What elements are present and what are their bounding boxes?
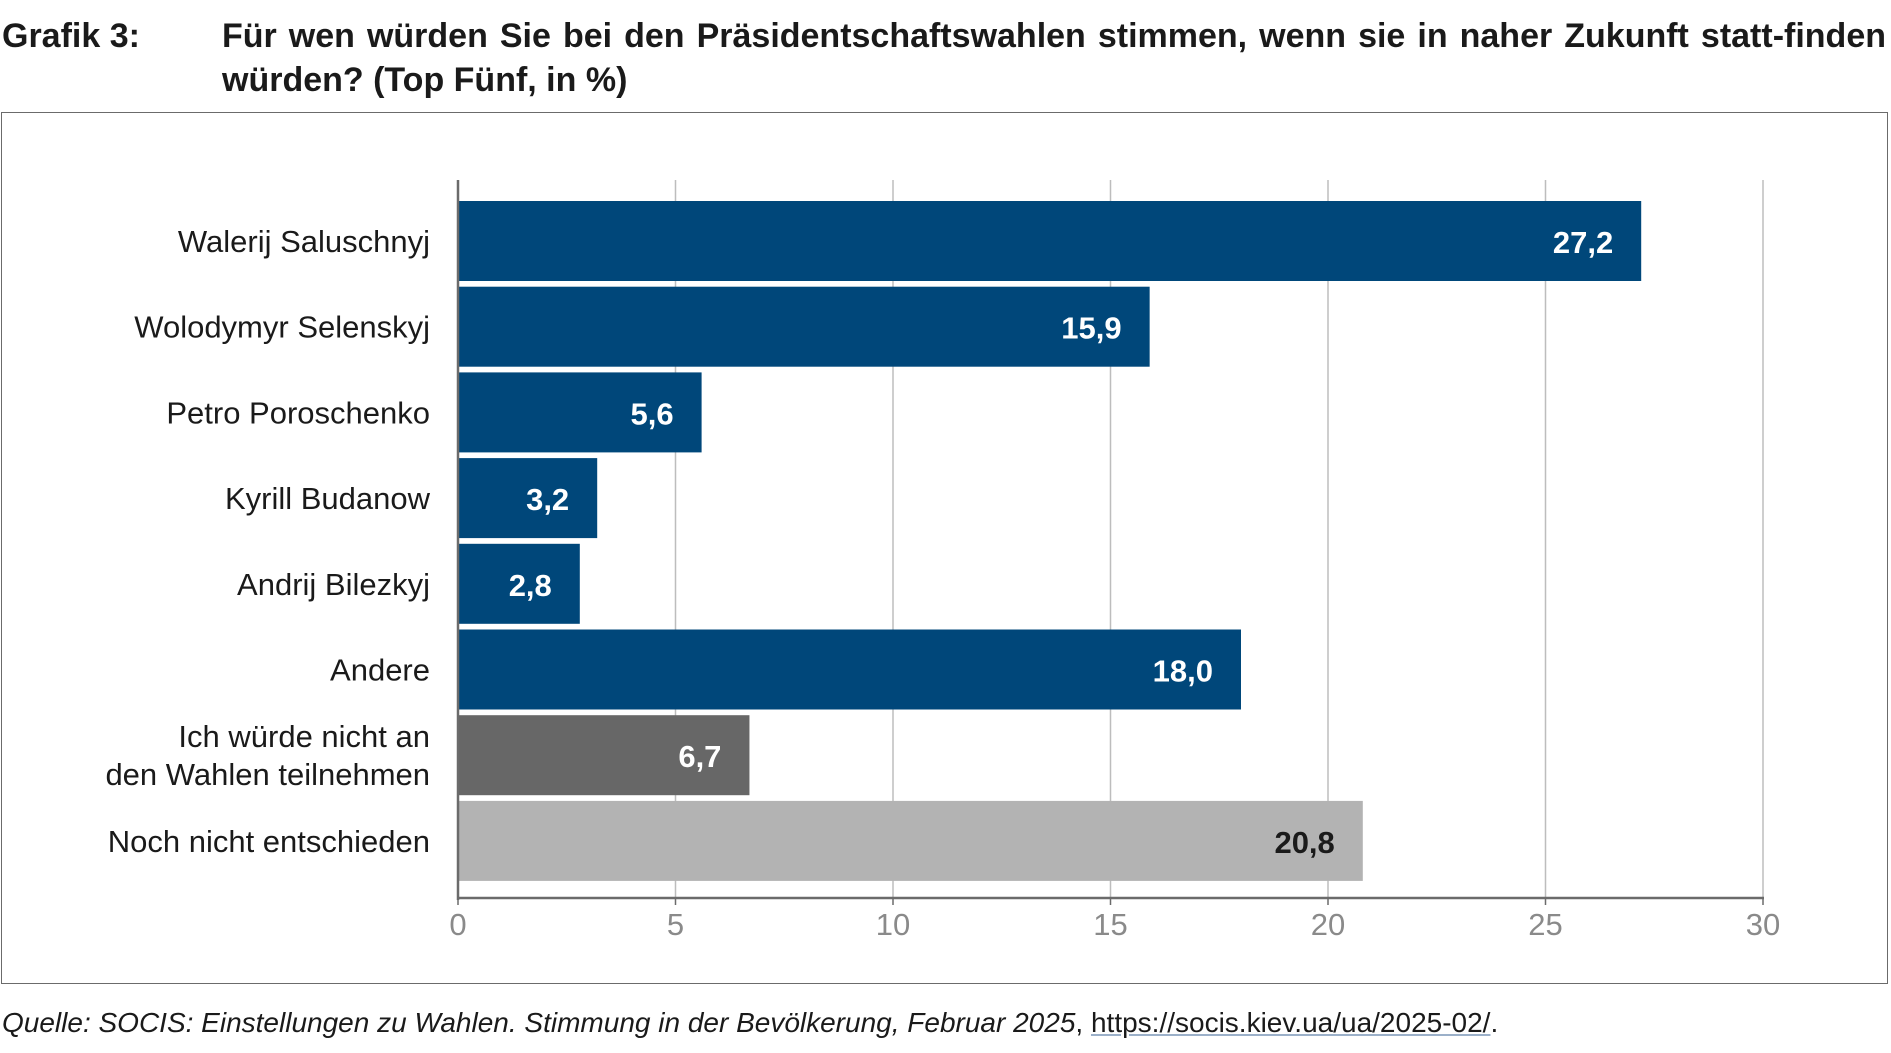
source-end: . xyxy=(1490,1007,1499,1038)
bar xyxy=(458,800,1363,881)
bar-value-label: 2,8 xyxy=(509,568,552,603)
bar xyxy=(458,458,598,539)
x-tick-label: 5 xyxy=(667,907,684,942)
x-tick-label: 30 xyxy=(1746,907,1780,942)
bar xyxy=(458,286,1150,367)
figure-header: Grafik 3: Für wen würden Sie bei den Prä… xyxy=(0,8,1891,104)
bar-value-label: 27,2 xyxy=(1553,225,1613,260)
source-note: Quelle: SOCIS: Einstellungen zu Wahlen. … xyxy=(2,1004,1498,1042)
bar-value-label: 3,2 xyxy=(526,482,569,517)
bar-value-label: 5,6 xyxy=(630,396,673,431)
category-label: Wolodymyr Selenskyj xyxy=(134,310,430,345)
figure-number: Grafik 3: xyxy=(2,17,140,55)
bar xyxy=(458,372,702,453)
x-tick-label: 15 xyxy=(1093,907,1127,942)
source-citation: Quelle: SOCIS: Einstellungen zu Wahlen. … xyxy=(2,1007,1076,1038)
bar-value-label: 20,8 xyxy=(1274,825,1334,860)
category-label: Kyrill Budanow xyxy=(225,481,431,516)
bar xyxy=(458,629,1241,710)
category-label: Noch nicht entschieden xyxy=(108,824,430,859)
x-tick-label: 10 xyxy=(876,907,910,942)
bar-value-label: 18,0 xyxy=(1153,654,1213,689)
bar xyxy=(458,543,580,624)
source-separator: , xyxy=(1075,1007,1091,1038)
category-label: Walerij Saluschnyj xyxy=(178,224,430,259)
bar-value-label: 15,9 xyxy=(1061,311,1121,346)
category-label: Ich würde nicht an xyxy=(178,719,430,754)
category-label: Andrij Bilezkyj xyxy=(237,567,430,602)
category-label: Andere xyxy=(330,653,430,688)
category-label: den Wahlen teilnehmen xyxy=(105,757,430,792)
category-label: Petro Poroschenko xyxy=(166,395,430,430)
x-tick-label: 25 xyxy=(1528,907,1562,942)
x-tick-label: 20 xyxy=(1311,907,1345,942)
source-link[interactable]: https://socis.kiev.ua/ua/2025-02/ xyxy=(1090,1007,1491,1038)
bar-value-label: 6,7 xyxy=(678,739,721,774)
x-tick-label: 0 xyxy=(449,907,466,942)
chart-title: Für wen würden Sie bei den Präsidentscha… xyxy=(222,17,1886,99)
bar xyxy=(458,201,1642,281)
bar xyxy=(458,715,750,796)
